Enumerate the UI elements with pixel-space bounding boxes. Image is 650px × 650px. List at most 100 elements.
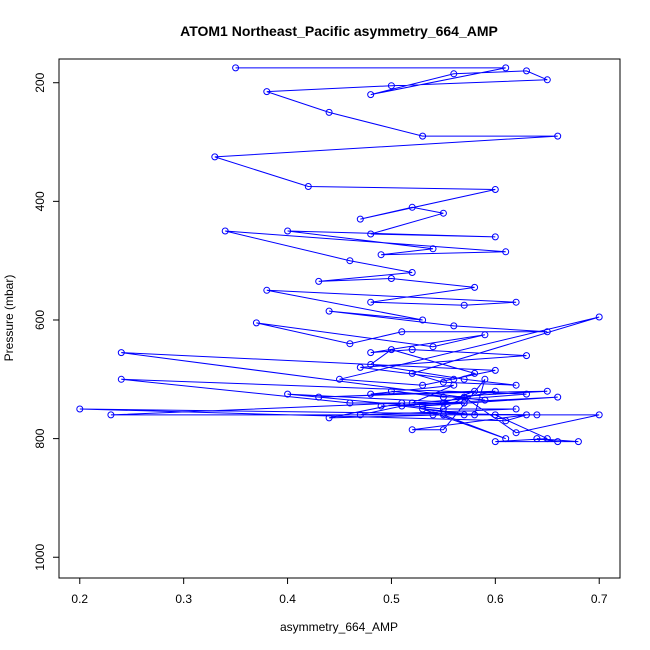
data-point bbox=[429, 411, 437, 419]
data-point bbox=[429, 343, 437, 351]
x-tick-label: 0.2 bbox=[71, 592, 88, 606]
data-point bbox=[502, 248, 510, 256]
data-point bbox=[439, 411, 447, 419]
data-point bbox=[523, 411, 530, 419]
data-point bbox=[346, 257, 354, 265]
data-point bbox=[533, 435, 541, 443]
data-point bbox=[356, 411, 364, 419]
data-point bbox=[117, 349, 125, 357]
data-point bbox=[367, 361, 375, 368]
data-point bbox=[491, 186, 499, 193]
data-point bbox=[117, 375, 125, 383]
data-point bbox=[419, 381, 427, 389]
data-point bbox=[471, 387, 479, 395]
data-point bbox=[471, 283, 479, 291]
data-point bbox=[304, 183, 312, 190]
x-axis-label: asymmetry_664_AMP bbox=[280, 620, 398, 634]
data-point bbox=[387, 82, 395, 90]
series-layer bbox=[76, 64, 603, 446]
data-point bbox=[450, 381, 458, 389]
data-point bbox=[284, 227, 292, 235]
data-point bbox=[460, 411, 468, 419]
data-point bbox=[284, 390, 292, 398]
data-point bbox=[325, 108, 333, 116]
data-point bbox=[491, 411, 499, 419]
x-tick-label: 0.4 bbox=[279, 592, 296, 606]
data-point bbox=[367, 91, 375, 99]
y-tick-label: 1000 bbox=[33, 544, 47, 571]
data-point bbox=[523, 390, 530, 398]
data-point bbox=[408, 269, 416, 276]
data-point bbox=[408, 369, 416, 377]
data-point bbox=[533, 411, 541, 419]
data-point bbox=[502, 64, 510, 72]
data-point bbox=[325, 414, 333, 422]
data-point bbox=[512, 298, 520, 306]
data-point bbox=[387, 346, 395, 354]
data-point bbox=[512, 405, 520, 413]
data-point bbox=[481, 375, 489, 383]
data-point bbox=[221, 227, 229, 235]
chart-title: ATOM1 Northeast_Pacific asymmetry_664_AM… bbox=[180, 23, 498, 39]
data-point bbox=[367, 349, 375, 357]
data-point bbox=[460, 375, 468, 383]
data-point bbox=[450, 322, 458, 330]
data-point bbox=[315, 393, 323, 401]
y-axis-label: Pressure (mbar) bbox=[2, 275, 16, 362]
data-point bbox=[543, 76, 551, 84]
data-point bbox=[543, 435, 551, 443]
data-point bbox=[377, 251, 385, 259]
data-point bbox=[408, 426, 416, 434]
data-point bbox=[554, 438, 562, 446]
data-point bbox=[543, 328, 551, 336]
data-point bbox=[491, 233, 499, 241]
data-point bbox=[491, 438, 499, 446]
data-point bbox=[439, 378, 447, 386]
data-point bbox=[481, 396, 489, 404]
data-point bbox=[325, 307, 333, 315]
data-point bbox=[523, 67, 530, 75]
data-point bbox=[429, 245, 437, 253]
data-point bbox=[419, 316, 427, 324]
x-tick-label: 0.3 bbox=[175, 592, 192, 606]
y-axis: 200 400 600 800 1000 bbox=[33, 72, 60, 571]
data-point bbox=[554, 132, 562, 140]
data-point bbox=[377, 402, 385, 410]
data-point bbox=[367, 230, 375, 238]
y-tick-label: 400 bbox=[33, 191, 47, 211]
data-point bbox=[398, 399, 406, 407]
data-point bbox=[387, 275, 395, 282]
data-point bbox=[398, 402, 406, 410]
data-point bbox=[398, 328, 406, 336]
data-point bbox=[263, 286, 271, 294]
data-point bbox=[211, 153, 219, 161]
data-point bbox=[460, 301, 468, 309]
data-point bbox=[554, 393, 562, 401]
data-point bbox=[512, 429, 520, 437]
data-point bbox=[471, 411, 479, 419]
x-axis: 0.2 0.3 0.4 0.5 0.6 0.7 bbox=[71, 577, 608, 606]
plot-area bbox=[58, 58, 621, 579]
data-point bbox=[387, 387, 395, 395]
data-point bbox=[76, 405, 84, 413]
x-tick-label: 0.5 bbox=[383, 592, 400, 606]
y-tick-label: 800 bbox=[33, 428, 47, 448]
data-point bbox=[523, 352, 530, 360]
data-point bbox=[491, 366, 499, 374]
series-0 bbox=[76, 64, 603, 446]
data-point bbox=[439, 426, 447, 434]
data-point bbox=[419, 405, 427, 413]
data-point bbox=[356, 215, 364, 223]
data-point bbox=[356, 363, 364, 371]
data-point bbox=[107, 411, 115, 419]
x-tick-label: 0.7 bbox=[591, 592, 608, 606]
data-point bbox=[419, 132, 427, 140]
data-point bbox=[595, 411, 603, 419]
series-line bbox=[79, 67, 600, 443]
data-point bbox=[595, 313, 603, 321]
data-point bbox=[336, 375, 343, 383]
data-point bbox=[502, 435, 510, 443]
data-point bbox=[471, 369, 479, 377]
y-tick-label: 200 bbox=[33, 72, 47, 92]
